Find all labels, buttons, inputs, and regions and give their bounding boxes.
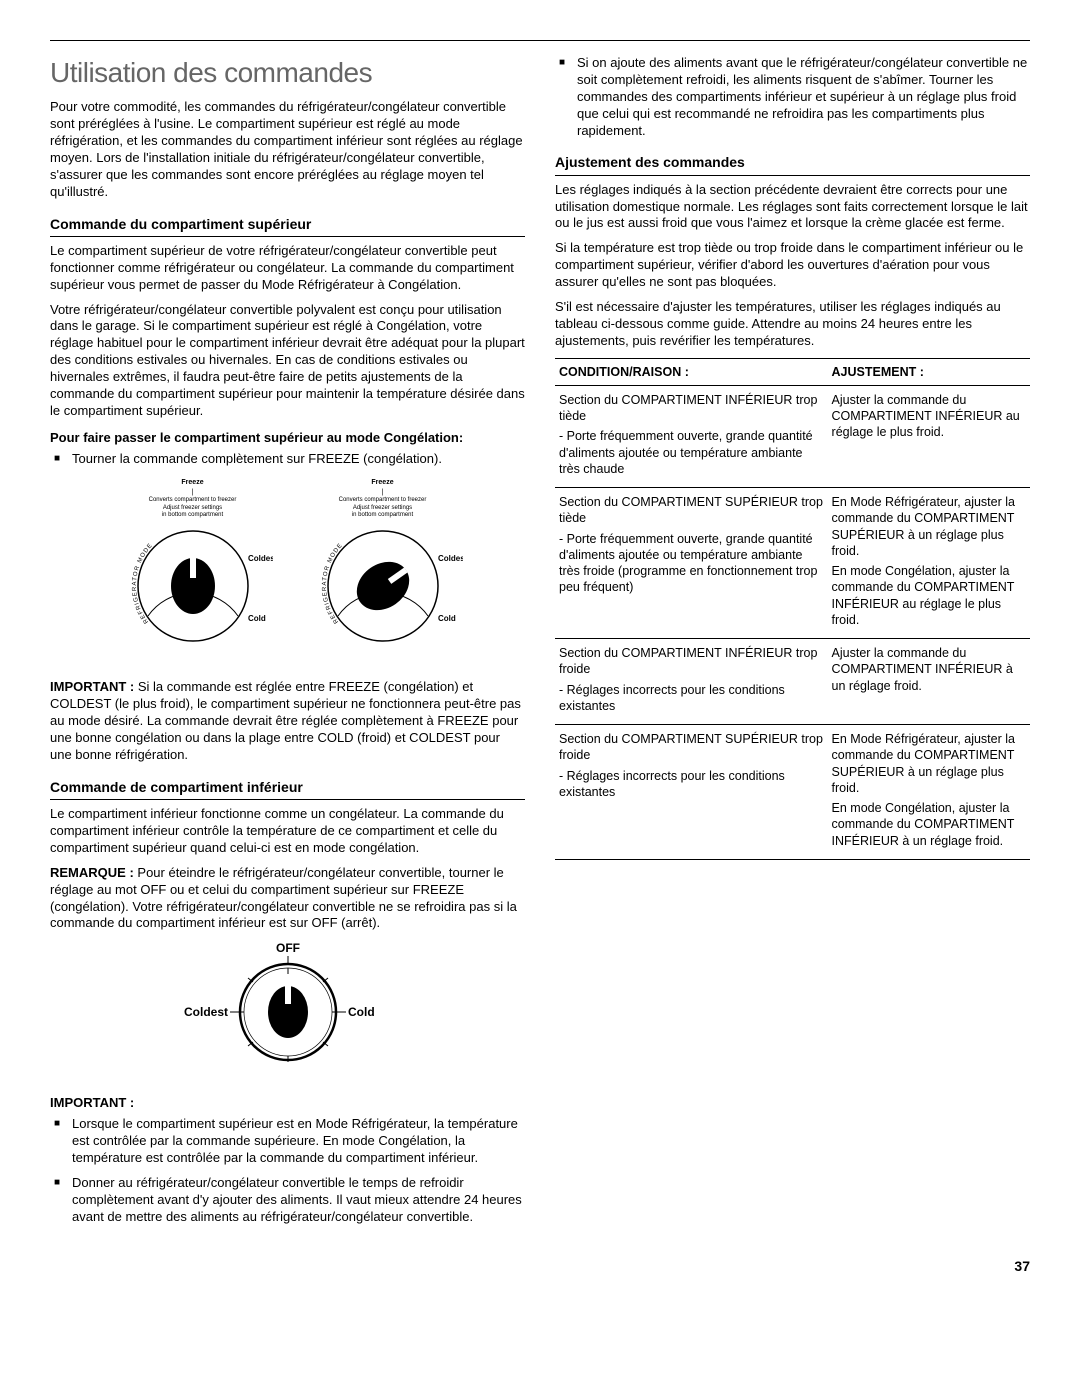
top-rule xyxy=(50,40,1030,41)
section3-title: Ajustement des commandes xyxy=(555,153,1030,175)
section2-important-label: IMPORTANT : xyxy=(50,1095,525,1112)
section2-p1: Le compartiment inférieur fonctionne com… xyxy=(50,806,525,857)
cell-text: En Mode Réfrigérateur, ajuster la comman… xyxy=(832,494,1026,559)
page-title: Utilisation des commandes xyxy=(50,55,525,91)
section1-p1: Le compartiment supérieur de votre réfri… xyxy=(50,243,525,294)
left-column: Utilisation des commandes Pour votre com… xyxy=(50,55,525,1233)
section3-p3: S'il est nécessaire d'ajuster les tempér… xyxy=(555,299,1030,350)
svg-text:OFF: OFF xyxy=(276,941,300,955)
svg-text:Cold: Cold xyxy=(248,614,266,623)
section2-remarque: REMARQUE : Pour éteindre le réfrigérateu… xyxy=(50,865,525,933)
table-header-adjustment: AJUSTEMENT : xyxy=(828,358,1030,385)
cell-text: Ajuster la commande du COMPARTIMENT INFÉ… xyxy=(832,392,1026,441)
upper-dial-row: Freeze | Converts compartment to freezer… xyxy=(50,478,525,666)
section1-subhead: Pour faire passer le compartiment supéri… xyxy=(50,430,525,447)
cell-text: En Mode Réfrigérateur, ajuster la comman… xyxy=(832,731,1026,796)
cell-text: Section du COMPARTIMENT SUPÉRIEUR trop f… xyxy=(559,731,824,764)
cell-text: Section du COMPARTIMENT SUPÉRIEUR trop t… xyxy=(559,494,824,527)
svg-text:Coldest: Coldest xyxy=(183,1005,227,1019)
dial-sub2b: in bottom compartment xyxy=(162,512,223,518)
table-row: Section du COMPARTIMENT SUPÉRIEUR trop t… xyxy=(555,488,1030,639)
cell-text: - Porte fréquemment ouverte, grande quan… xyxy=(559,531,824,596)
svg-text:REFRIGERATOR MODE ONLY: REFRIGERATOR MODE ONLY xyxy=(113,521,156,624)
table-row: Section du COMPARTIMENT INFÉRIEUR trop f… xyxy=(555,639,1030,725)
section1-p2: Votre réfrigérateur/congélateur converti… xyxy=(50,302,525,420)
cell-text: - Réglages incorrects pour les condition… xyxy=(559,682,824,715)
list-item: Donner au réfrigérateur/congélateur conv… xyxy=(50,1175,525,1226)
cell-text: En mode Congélation, ajuster la commande… xyxy=(832,800,1026,849)
adjustment-table: CONDITION/RAISON : AJUSTEMENT : Section … xyxy=(555,358,1030,860)
list-item: Lorsque le compartiment supérieur est en… xyxy=(50,1116,525,1167)
svg-text:Coldest: Coldest xyxy=(248,554,273,563)
page-number: 37 xyxy=(50,1257,1030,1275)
important-label: IMPORTANT : xyxy=(50,679,134,694)
dial-icon: Coldest Cold REFRIGERATOR MODE ONLY xyxy=(303,521,463,661)
section1-list: Tourner la commande complètement sur FRE… xyxy=(50,451,525,468)
section2-title: Commande de compartiment inférieur xyxy=(50,778,525,800)
section1-title: Commande du compartiment supérieur xyxy=(50,215,525,237)
lower-dial: OFF Coldest Cold xyxy=(50,940,525,1075)
cell-text: Section du COMPARTIMENT INFÉRIEUR trop f… xyxy=(559,645,824,678)
svg-text:Cold: Cold xyxy=(348,1005,375,1019)
dial-label-freeze: Freeze xyxy=(303,478,463,487)
table-row: Section du COMPARTIMENT INFÉRIEUR trop t… xyxy=(555,385,1030,487)
table-header-condition: CONDITION/RAISON : xyxy=(555,358,828,385)
dial-sub2a: Adjust freezer settings xyxy=(353,505,412,511)
dial-label-freeze: Freeze xyxy=(113,478,273,487)
dial-icon: Coldest Cold REFRIGERATOR MODE ONLY xyxy=(113,521,273,661)
dial-sub2b: in bottom compartment xyxy=(352,512,413,518)
section3-p1: Les réglages indiqués à la section précé… xyxy=(555,182,1030,233)
col2-top-list: Si on ajoute des aliments avant que le r… xyxy=(555,55,1030,139)
cell-text: - Réglages incorrects pour les condition… xyxy=(559,768,824,801)
page-columns: Utilisation des commandes Pour votre com… xyxy=(50,55,1030,1233)
table-row: Section du COMPARTIMENT SUPÉRIEUR trop f… xyxy=(555,725,1030,860)
cell-text: - Porte fréquemment ouverte, grande quan… xyxy=(559,428,824,477)
dial-sub1: Converts compartment to freezer xyxy=(303,497,463,504)
list-item: Si on ajoute des aliments avant que le r… xyxy=(555,55,1030,139)
section3-p2: Si la température est trop tiède ou trop… xyxy=(555,240,1030,291)
list-item: Tourner la commande complètement sur FRE… xyxy=(50,451,525,468)
dial-sub1: Converts compartment to freezer xyxy=(113,497,273,504)
intro-text: Pour votre commodité, les commandes du r… xyxy=(50,99,525,200)
dial-sub2a: Adjust freezer settings xyxy=(163,505,222,511)
cell-text: En mode Congélation, ajuster la commande… xyxy=(832,563,1026,628)
cell-text: Ajuster la commande du COMPARTIMENT INFÉ… xyxy=(832,645,1026,694)
section2-list: Lorsque le compartiment supérieur est en… xyxy=(50,1116,525,1225)
svg-text:REFRIGERATOR MODE ONLY: REFRIGERATOR MODE ONLY xyxy=(303,521,346,624)
cell-text: Section du COMPARTIMENT INFÉRIEUR trop t… xyxy=(559,392,824,425)
lower-dial-icon: OFF Coldest Cold xyxy=(178,940,398,1070)
svg-text:Cold: Cold xyxy=(438,614,456,623)
dial-right: Freeze | Converts compartment to freezer… xyxy=(303,478,463,666)
dial-left: Freeze | Converts compartment to freezer… xyxy=(113,478,273,666)
right-column: Si on ajoute des aliments avant que le r… xyxy=(555,55,1030,1233)
remarque-label: REMARQUE : xyxy=(50,865,134,880)
section1-important: IMPORTANT : Si la commande est réglée en… xyxy=(50,679,525,763)
svg-text:Coldest: Coldest xyxy=(438,554,463,563)
